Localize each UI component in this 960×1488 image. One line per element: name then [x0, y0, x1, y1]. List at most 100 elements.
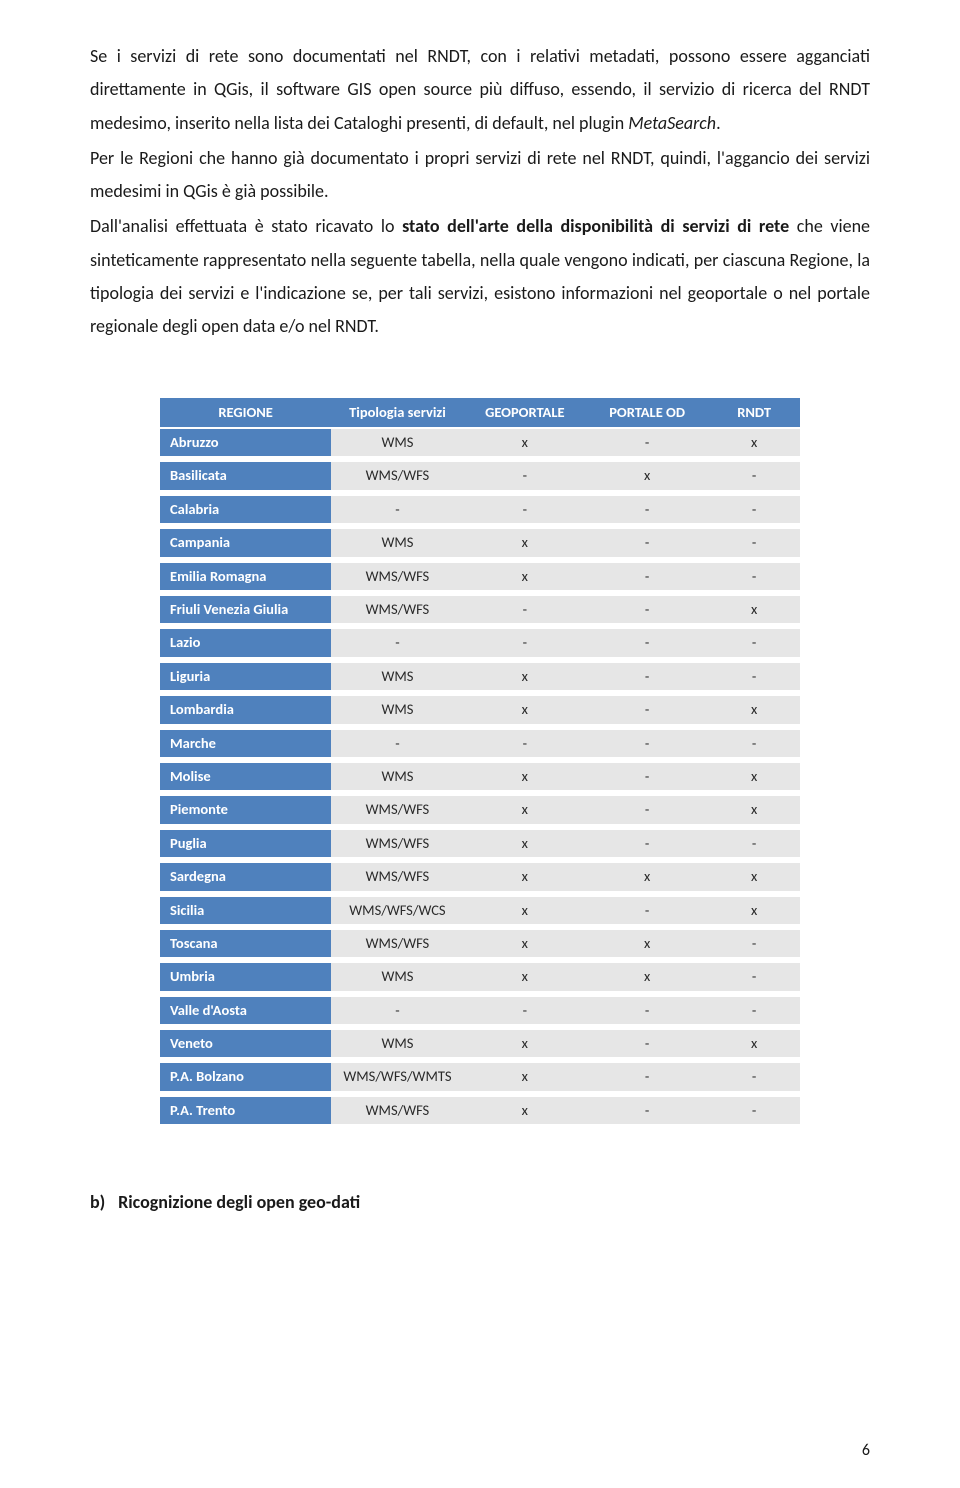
body-paragraphs: Se i servizi di rete sono documentati ne…: [90, 40, 870, 344]
row-rndt: -: [708, 626, 800, 659]
row-portale-od: -: [586, 560, 708, 593]
page-number: 6: [862, 1436, 870, 1466]
paragraph-1: Se i servizi di rete sono documentati ne…: [90, 40, 870, 140]
row-portale-od: -: [586, 793, 708, 826]
row-portale-od: x: [586, 927, 708, 960]
row-tipologia: WMS/WFS: [331, 860, 463, 893]
row-tipologia: WMS/WFS: [331, 560, 463, 593]
row-portale-od: -: [586, 660, 708, 693]
row-rndt: -: [708, 927, 800, 960]
table-row: P.A. BolzanoWMS/WFS/WMTSx--: [160, 1060, 800, 1093]
row-geoportale: x: [464, 860, 586, 893]
row-regione: Basilicata: [160, 459, 331, 492]
table-row: LombardiaWMSx-x: [160, 693, 800, 726]
row-regione: Molise: [160, 760, 331, 793]
row-regione: Piemonte: [160, 793, 331, 826]
row-regione: Abruzzo: [160, 428, 331, 459]
col-header-geoportale: GEOPORTALE: [464, 398, 586, 428]
row-portale-od: -: [586, 693, 708, 726]
row-rndt: -: [708, 1060, 800, 1093]
row-tipologia: WMS/WFS: [331, 827, 463, 860]
row-geoportale: -: [464, 593, 586, 626]
row-tipologia: WMS/WFS: [331, 793, 463, 826]
row-regione: Puglia: [160, 827, 331, 860]
row-tipologia: WMS/WFS: [331, 459, 463, 492]
row-rndt: x: [708, 793, 800, 826]
table-row: VenetoWMSx-x: [160, 1027, 800, 1060]
row-portale-od: -: [586, 727, 708, 760]
row-regione: Veneto: [160, 1027, 331, 1060]
row-portale-od: x: [586, 860, 708, 893]
row-geoportale: x: [464, 827, 586, 860]
row-rndt: x: [708, 1027, 800, 1060]
p1-italic: MetaSearch: [628, 112, 716, 134]
row-geoportale: x: [464, 428, 586, 459]
row-geoportale: x: [464, 894, 586, 927]
row-tipologia: WMS: [331, 428, 463, 459]
row-rndt: x: [708, 894, 800, 927]
table-row: PiemonteWMS/WFSx-x: [160, 793, 800, 826]
row-rndt: -: [708, 526, 800, 559]
row-tipologia: -: [331, 994, 463, 1027]
row-regione: Lombardia: [160, 693, 331, 726]
table-row: MoliseWMSx-x: [160, 760, 800, 793]
row-regione: Toscana: [160, 927, 331, 960]
row-geoportale: -: [464, 626, 586, 659]
p3-bold: stato dell'arte della disponibilità di s…: [402, 215, 789, 237]
table-row: ToscanaWMS/WFSxx-: [160, 927, 800, 960]
row-rndt: -: [708, 727, 800, 760]
table-row: LiguriaWMSx--: [160, 660, 800, 693]
row-tipologia: WMS: [331, 760, 463, 793]
col-header-portale-od: PORTALE OD: [586, 398, 708, 428]
row-tipologia: WMS/WFS: [331, 927, 463, 960]
row-regione: Emilia Romagna: [160, 560, 331, 593]
row-geoportale: x: [464, 927, 586, 960]
row-regione: Valle d'Aosta: [160, 994, 331, 1027]
row-tipologia: -: [331, 626, 463, 659]
row-regione: P.A. Trento: [160, 1094, 331, 1127]
row-rndt: x: [708, 428, 800, 459]
row-portale-od: -: [586, 1027, 708, 1060]
col-header-regione: REGIONE: [160, 398, 331, 428]
row-geoportale: x: [464, 793, 586, 826]
row-geoportale: x: [464, 560, 586, 593]
services-table-wrap: REGIONE Tipologia servizi GEOPORTALE POR…: [160, 398, 800, 1131]
row-rndt: x: [708, 593, 800, 626]
row-tipologia: WMS: [331, 660, 463, 693]
table-row: Friuli Venezia GiuliaWMS/WFS--x: [160, 593, 800, 626]
row-tipologia: WMS/WFS/WCS: [331, 894, 463, 927]
table-row: CampaniaWMSx--: [160, 526, 800, 559]
table-row: AbruzzoWMSx-x: [160, 428, 800, 459]
col-header-tipologia: Tipologia servizi: [331, 398, 463, 428]
row-tipologia: WMS/WFS/WMTS: [331, 1060, 463, 1093]
table-row: Calabria----: [160, 493, 800, 526]
table-row: Lazio----: [160, 626, 800, 659]
row-rndt: -: [708, 493, 800, 526]
row-tipologia: WMS: [331, 693, 463, 726]
row-geoportale: x: [464, 526, 586, 559]
row-regione: Sardegna: [160, 860, 331, 893]
row-rndt: -: [708, 1094, 800, 1127]
row-portale-od: -: [586, 1060, 708, 1093]
row-geoportale: x: [464, 760, 586, 793]
row-portale-od: -: [586, 994, 708, 1027]
row-geoportale: -: [464, 727, 586, 760]
table-row: SardegnaWMS/WFSxxx: [160, 860, 800, 893]
col-header-rndt: RNDT: [708, 398, 800, 428]
row-regione: Calabria: [160, 493, 331, 526]
table-header-row: REGIONE Tipologia servizi GEOPORTALE POR…: [160, 398, 800, 428]
row-portale-od: -: [586, 526, 708, 559]
row-portale-od: -: [586, 1094, 708, 1127]
table-row: UmbriaWMSxx-: [160, 960, 800, 993]
row-geoportale: x: [464, 1094, 586, 1127]
row-geoportale: x: [464, 693, 586, 726]
paragraph-2: Per le Regioni che hanno già documentato…: [90, 142, 870, 209]
row-portale-od: -: [586, 493, 708, 526]
row-rndt: -: [708, 660, 800, 693]
row-portale-od: -: [586, 827, 708, 860]
row-tipologia: WMS: [331, 960, 463, 993]
table-row: Valle d'Aosta----: [160, 994, 800, 1027]
p1-text-b: .: [716, 112, 721, 134]
p1-text-a: Se i servizi di rete sono documentati ne…: [90, 45, 870, 134]
row-regione: Lazio: [160, 626, 331, 659]
